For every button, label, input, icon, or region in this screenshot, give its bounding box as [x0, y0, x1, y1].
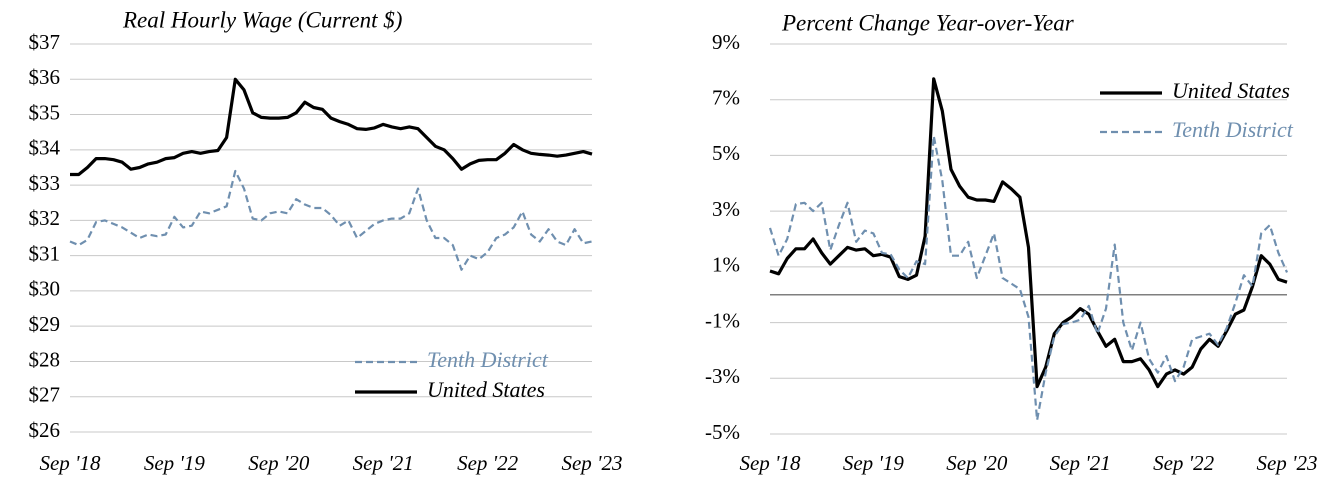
series-line [70, 77, 593, 177]
x-tick-label: Sep '18 [739, 451, 801, 475]
x-tick-label: Sep '21 [353, 451, 414, 475]
legend-label: United States [427, 377, 545, 402]
y-tick-label: $36 [29, 65, 61, 89]
x-tick-label: Sep '23 [561, 451, 622, 475]
y-tick-label: $34 [29, 136, 61, 160]
y-tick-label: $37 [29, 30, 61, 54]
y-tick-label: 9% [712, 30, 740, 54]
x-tick-label: Sep '19 [144, 451, 206, 475]
chart-title: Real Hourly Wage (Current $) [122, 7, 402, 32]
x-tick-label: Sep '19 [843, 451, 905, 475]
x-tick-label: Sep '22 [457, 451, 519, 475]
series-line [769, 77, 1288, 389]
legend-label: Tenth District [427, 347, 549, 372]
y-tick-label: -5% [705, 420, 740, 444]
y-tick-label: 1% [712, 253, 740, 277]
y-tick-label: $33 [29, 171, 61, 195]
chart-title: Percent Change Year-over-Year [781, 10, 1075, 35]
y-tick-label: $30 [29, 277, 61, 301]
y-tick-label: 3% [712, 197, 740, 221]
y-tick-label: $35 [29, 100, 61, 124]
y-tick-label: 5% [712, 141, 740, 165]
y-tick-label: $32 [29, 206, 61, 230]
series-line [69, 169, 593, 271]
x-tick-label: Sep '20 [248, 451, 310, 475]
x-tick-label: Sep '22 [1153, 451, 1215, 475]
y-tick-label: -3% [705, 364, 740, 388]
x-tick-label: Sep '20 [946, 451, 1008, 475]
x-tick-label: Sep '21 [1050, 451, 1111, 475]
legend-label: Tenth District [1172, 117, 1294, 142]
y-tick-label: $29 [29, 312, 61, 336]
y-tick-label: $27 [29, 383, 61, 407]
y-tick-label: -1% [705, 308, 740, 332]
y-tick-label: $26 [29, 418, 61, 442]
series-line [768, 134, 1289, 422]
x-tick-label: Sep '18 [39, 451, 101, 475]
x-tick-label: Sep '23 [1256, 451, 1317, 475]
y-tick-label: 7% [712, 86, 740, 110]
y-tick-label: $31 [29, 241, 61, 265]
legend-label: United States [1172, 78, 1290, 103]
y-tick-label: $28 [29, 347, 61, 371]
